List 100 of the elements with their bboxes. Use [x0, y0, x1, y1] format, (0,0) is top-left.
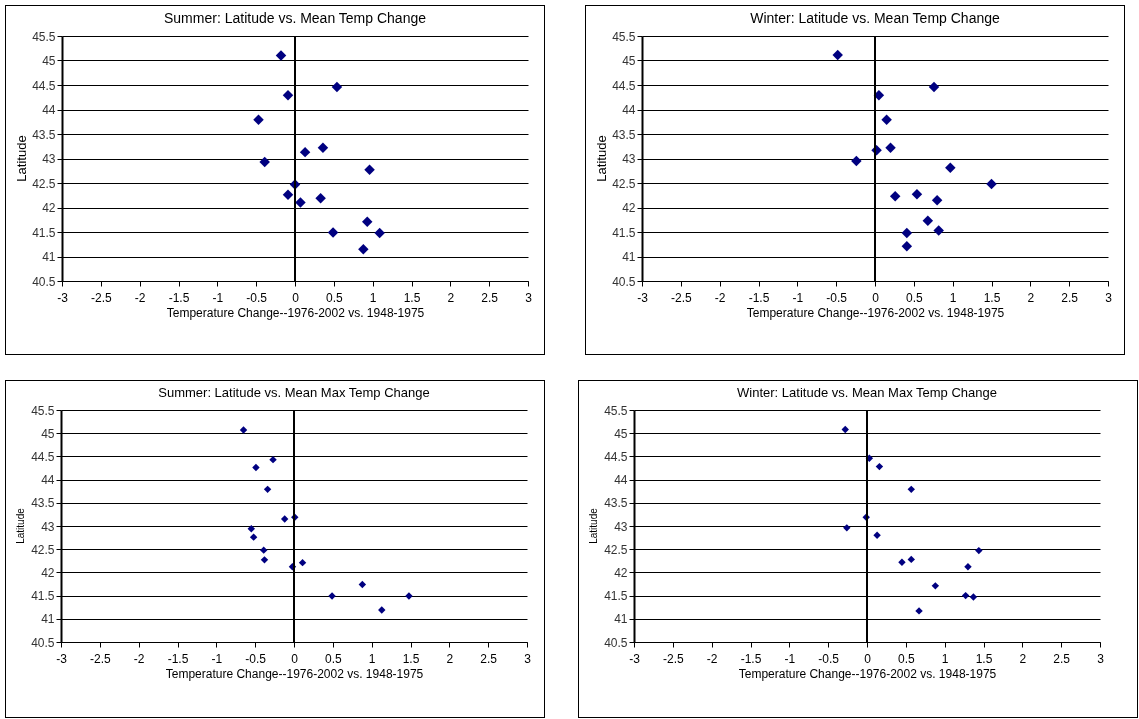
- x-tick-label: 0: [291, 651, 299, 666]
- point: [263, 485, 272, 494]
- point: [282, 90, 294, 101]
- y-tick-label: 44.5: [604, 449, 628, 464]
- chart-title: Winter: Latitude vs. Mean Temp Change: [750, 10, 1000, 26]
- x-tick-label: -1.5: [168, 290, 190, 305]
- y-tick-label: 41: [614, 612, 628, 627]
- point: [327, 227, 339, 238]
- x-tick-label: 1.5: [403, 290, 421, 305]
- x-tick-label: 3: [1105, 290, 1113, 305]
- x-tick-label: 1.5: [975, 651, 993, 666]
- x-tick-label: 2.5: [1061, 290, 1079, 305]
- x-tick-label: -2: [706, 651, 718, 666]
- point: [364, 164, 375, 176]
- y-tick-label: 44.5: [32, 78, 56, 93]
- chart-title: Summer: Latitude vs. Mean Temp Change: [164, 10, 427, 26]
- x-tick-label: 2.5: [481, 290, 499, 305]
- point: [843, 524, 851, 532]
- y-tick-label: 44.5: [612, 78, 636, 93]
- x-tick-label: 3: [524, 651, 532, 666]
- x-tick-label: -1.5: [748, 290, 770, 305]
- y-tick-label: 40.5: [32, 274, 56, 289]
- y-tick-label: 42.5: [604, 542, 628, 557]
- y-tick-label: 41: [41, 612, 55, 627]
- point: [331, 81, 343, 93]
- x-tick-label: -0.5: [246, 290, 268, 305]
- point: [931, 194, 943, 206]
- point: [361, 216, 373, 227]
- point: [317, 142, 329, 153]
- y-tick-label: 41: [622, 250, 636, 264]
- y-tick-label: 42: [42, 201, 56, 215]
- y-tick-label: 44: [41, 473, 55, 488]
- point: [374, 227, 385, 239]
- x-tick-label: 1.5: [402, 651, 420, 666]
- point: [260, 546, 268, 554]
- x-tick-label: 3: [525, 290, 533, 305]
- point: [907, 485, 915, 494]
- point: [961, 591, 970, 600]
- x-axis-title: Temperature Change--1976-2002 vs. 1948-1975: [165, 666, 424, 681]
- point: [986, 178, 997, 190]
- x-tick-label: 2: [1019, 651, 1027, 666]
- point: [260, 556, 269, 564]
- point: [832, 49, 843, 61]
- x-tick-label: -1.5: [740, 651, 762, 666]
- y-axis-title: Latitude: [14, 135, 29, 182]
- y-axis-title: Latitude: [15, 507, 26, 544]
- x-tick-label: -2: [133, 651, 145, 666]
- y-tick-label: 45.5: [31, 403, 55, 418]
- x-tick-label: -1: [784, 651, 796, 666]
- point: [295, 197, 306, 208]
- y-tick-label: 41: [42, 250, 56, 264]
- x-tick-label: 3: [1097, 651, 1105, 666]
- y-tick-label: 42: [622, 201, 636, 215]
- y-tick-label: 40.5: [31, 635, 55, 650]
- x-tick-label: -2: [134, 290, 146, 305]
- point: [253, 114, 264, 126]
- point: [841, 425, 849, 434]
- x-tick-label: 1: [369, 290, 377, 305]
- chart-title: Winter: Latitude vs. Mean Max Temp Change: [737, 385, 997, 400]
- x-tick-label: 0.5: [324, 651, 342, 666]
- point: [252, 463, 260, 472]
- x-tick-label: 2: [1027, 290, 1035, 305]
- y-axis-title: Latitude: [594, 135, 609, 182]
- x-tick-label: 0.5: [325, 290, 343, 305]
- x-tick-label: -1: [212, 290, 224, 305]
- point: [358, 243, 369, 255]
- x-tick-label: -2.5: [89, 651, 111, 666]
- x-tick-label: -2.5: [90, 290, 112, 305]
- point: [885, 142, 896, 153]
- point: [931, 582, 940, 590]
- point: [280, 515, 289, 523]
- x-tick-label: 2.5: [1053, 651, 1071, 666]
- point: [907, 555, 915, 564]
- y-tick-label: 43: [614, 519, 628, 534]
- x-tick-label: -1.5: [167, 651, 189, 666]
- y-tick-label: 42: [41, 565, 55, 580]
- y-tick-label: 45.5: [612, 29, 636, 44]
- x-tick-label: 0.5: [897, 651, 915, 666]
- x-tick-label: -0.5: [826, 290, 848, 305]
- point: [911, 189, 923, 200]
- x-tick-label: 2: [447, 290, 455, 305]
- x-axis-title: Temperature Change--1976-2002 vs. 1948-1975: [738, 666, 997, 681]
- y-tick-label: 45: [41, 426, 55, 441]
- x-tick-label: 2: [446, 651, 454, 666]
- point: [249, 533, 258, 541]
- y-tick-label: 44: [614, 473, 628, 488]
- point: [933, 225, 944, 236]
- point: [969, 593, 978, 601]
- x-tick-label: 0: [864, 651, 872, 666]
- point: [922, 215, 934, 226]
- x-tick-label: 1: [949, 290, 957, 305]
- y-tick-label: 42.5: [612, 176, 636, 191]
- y-tick-label: 41.5: [604, 589, 628, 604]
- y-tick-label: 41.5: [31, 589, 55, 604]
- y-tick-label: 43: [622, 152, 636, 166]
- point: [282, 189, 294, 200]
- y-tick-label: 42.5: [31, 542, 55, 557]
- point: [901, 240, 913, 252]
- point: [315, 192, 326, 204]
- point: [928, 81, 940, 93]
